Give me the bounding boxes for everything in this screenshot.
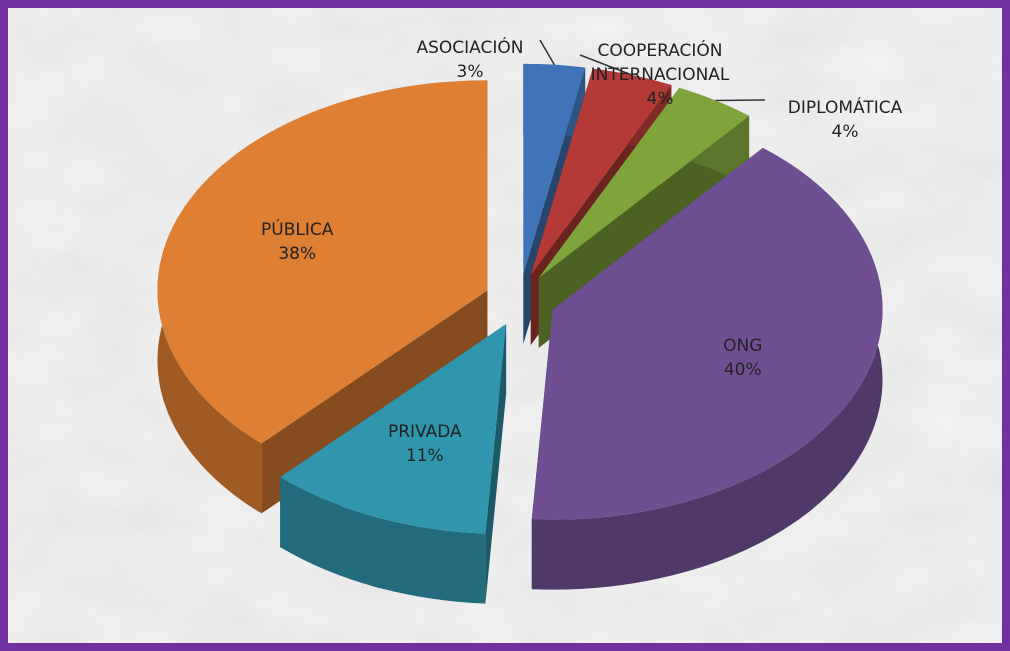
data-label: COOPERACIÓN INTERNACIONAL 4% <box>565 39 755 111</box>
slice-top <box>531 147 883 520</box>
data-label: DIPLOMÁTICA 4% <box>788 96 902 144</box>
category-label: COOPERACIÓN INTERNACIONAL <box>590 41 730 85</box>
value-label: 11% <box>405 445 444 466</box>
value-label: 4% <box>646 89 674 109</box>
slice-top <box>538 87 750 278</box>
slice-side <box>280 477 486 604</box>
data-label: PÚBLICA 38% <box>261 218 333 266</box>
leader-line <box>539 39 555 66</box>
value-label: 3% <box>456 62 484 82</box>
slice-top <box>280 324 507 534</box>
slice-top <box>157 80 488 444</box>
category-label: DIPLOMÁTICA <box>787 98 903 118</box>
slice-side <box>531 147 883 590</box>
value-label: 40% <box>723 359 762 380</box>
value-label: 38% <box>278 244 317 265</box>
category-label: ONG <box>723 335 763 356</box>
category-label: ASOCIACIÓN <box>416 38 524 58</box>
pie <box>157 39 883 604</box>
category-label: PÚBLICA <box>261 220 334 241</box>
slice-top <box>523 63 586 274</box>
slice <box>280 324 507 604</box>
data-label: ASOCIACIÓN 3% <box>417 36 524 84</box>
data-label: PRIVADA 11% <box>388 420 462 468</box>
data-label: ONG 40% <box>723 334 762 382</box>
slice-top <box>530 68 672 276</box>
slice <box>531 147 883 590</box>
leader-line <box>715 99 766 102</box>
value-label: 4% <box>831 122 859 142</box>
category-label: PRIVADA <box>387 421 462 442</box>
leader-line <box>579 54 634 77</box>
